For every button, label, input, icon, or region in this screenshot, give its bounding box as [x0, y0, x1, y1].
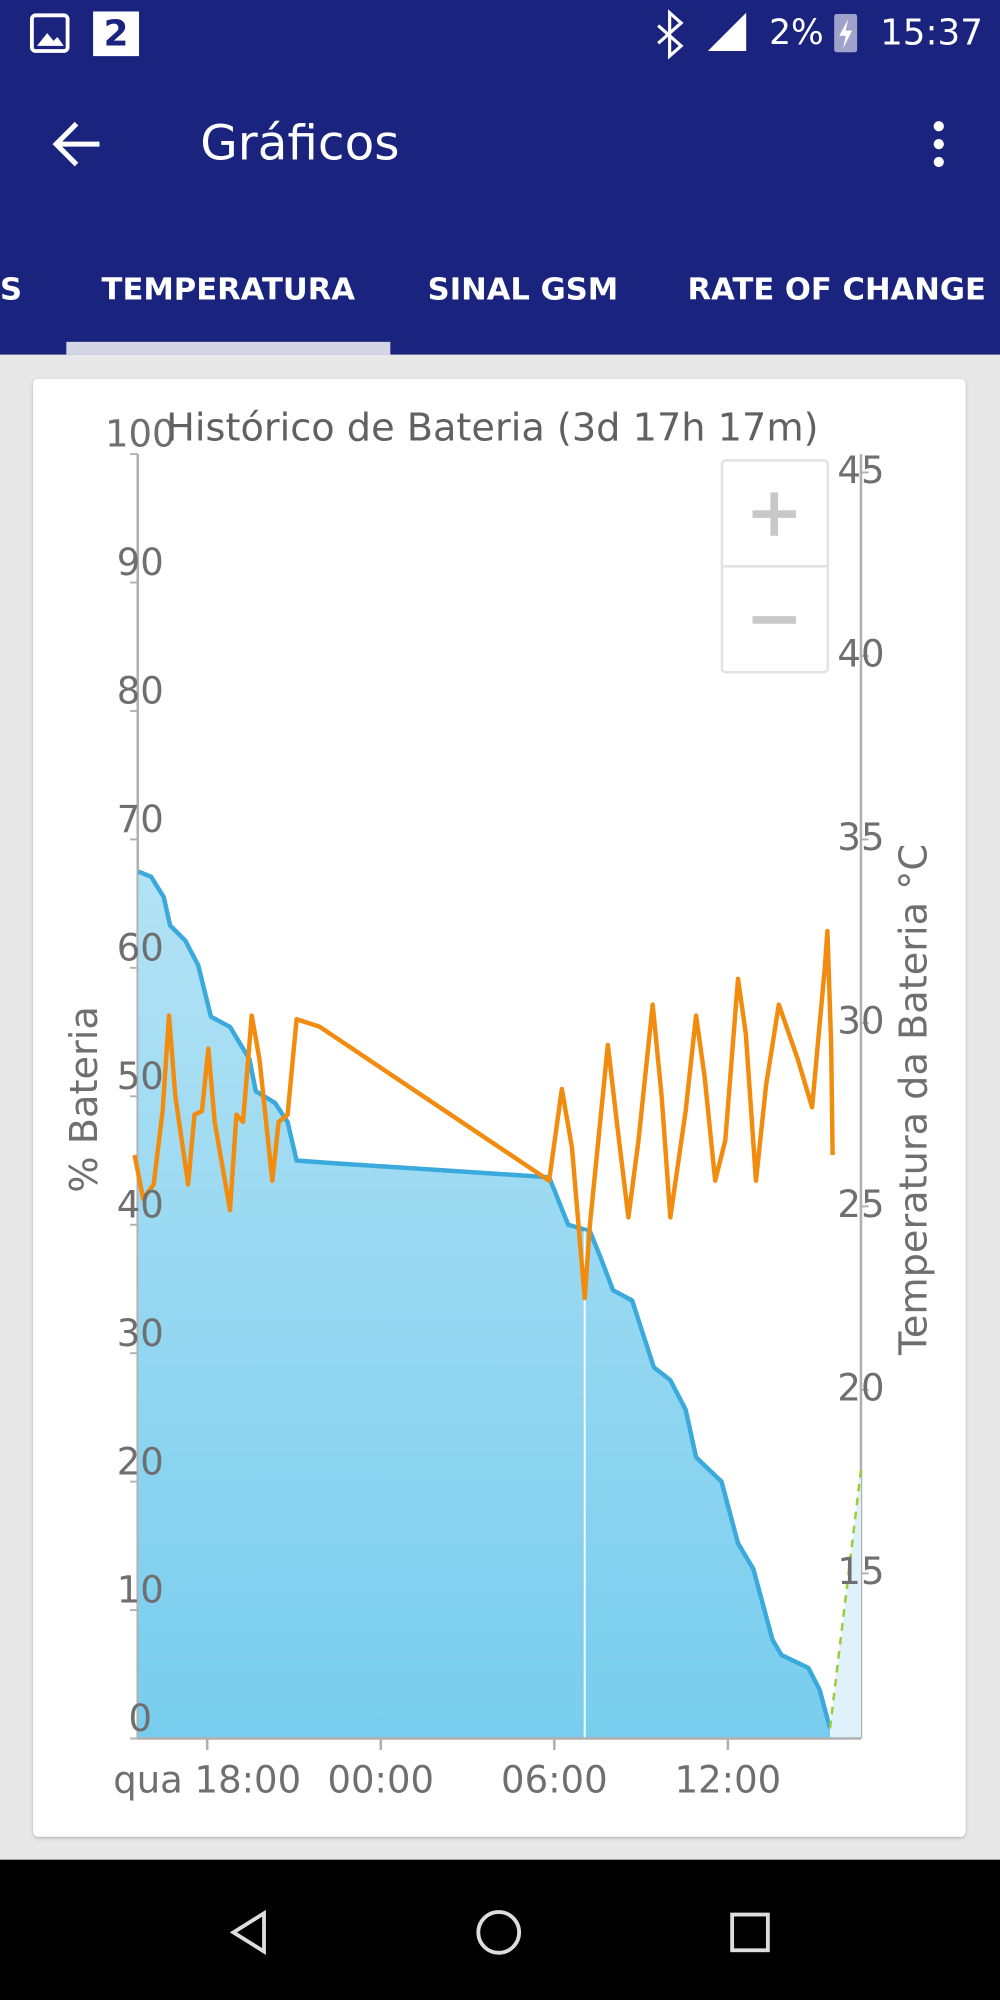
tab-indicator	[66, 341, 391, 355]
y-tick-label: 0	[129, 1697, 153, 1740]
x-tick-label: 06:00	[501, 1758, 608, 1801]
y-tick-label: 70	[117, 798, 164, 841]
tab[interactable]: TEMPERATURA	[102, 272, 356, 307]
y2-tick-label: 15	[837, 1550, 884, 1593]
gallery-icon	[29, 13, 70, 53]
area	[138, 871, 831, 1739]
y-tick-label: 60	[117, 927, 164, 970]
y-tick-label: 100	[105, 413, 176, 456]
charging-icon	[839, 19, 853, 49]
nav-recents[interactable]	[730, 1912, 770, 1953]
nav-back[interactable]	[229, 1909, 266, 1955]
y-tick-label: 30	[117, 1312, 164, 1355]
notification-count: 2	[104, 14, 129, 55]
chart: qua 18:00 00:00 06:00 12:00 0 10 20 30 40 50 60 70 8…	[105, 413, 884, 1802]
y-tick-label: 80	[117, 670, 164, 713]
tab[interactable]: S	[0, 272, 22, 307]
y-axis-title: % Bateria	[62, 1006, 107, 1193]
zoom-controls	[720, 459, 830, 674]
menu-dot	[933, 156, 944, 168]
series-line	[828, 1469, 863, 1729]
y2-axis-title: Temperatura da Bateria °C	[891, 844, 936, 1356]
y2-tick-label: 35	[837, 816, 884, 859]
chart-title: Histórico de Bateria (3d 17h 17m)	[166, 405, 818, 450]
battery-percent: 2%	[769, 13, 824, 53]
x-tick-label: qua 18:00	[113, 1758, 301, 1801]
x-tick-label: 12:00	[675, 1758, 782, 1801]
bluetooth-icon	[657, 9, 684, 60]
y2-tick-label: 40	[837, 632, 884, 675]
y-tick-label: 90	[117, 541, 164, 584]
app-title: Gráficos	[200, 116, 399, 172]
menu-dot	[933, 139, 944, 150]
navigation-bar	[0, 1859, 1000, 2000]
y-tick-label: 20	[117, 1440, 164, 1483]
overflow-menu[interactable]	[933, 121, 944, 168]
nav-home[interactable]	[476, 1910, 522, 1955]
back-button[interactable]	[52, 121, 100, 167]
tab-bar: S TEMPERATURA SINAL GSM RATE OF CHANGE	[0, 272, 986, 307]
notification-badge	[93, 11, 140, 57]
x-tick-label: 00:00	[327, 1758, 434, 1801]
app-header	[0, 0, 1000, 355]
y2-tick-label: 45	[837, 449, 884, 492]
series-line	[132, 928, 835, 1301]
y-tick-label: 40	[117, 1183, 164, 1226]
y-tick-label: 10	[117, 1569, 164, 1612]
y2-tick-label: 25	[837, 1183, 884, 1226]
y-tick-label: 50	[117, 1055, 164, 1098]
tab[interactable]: RATE OF CHANGE	[688, 272, 986, 307]
clock: 15:37	[880, 12, 983, 53]
y2-tick-label: 20	[837, 1366, 884, 1409]
menu-dot	[933, 121, 944, 132]
tab[interactable]: SINAL GSM	[428, 272, 619, 307]
zoom-in[interactable]	[752, 492, 796, 536]
gallery-icon-shape	[36, 33, 64, 46]
y2-tick-label: 30	[837, 999, 884, 1042]
